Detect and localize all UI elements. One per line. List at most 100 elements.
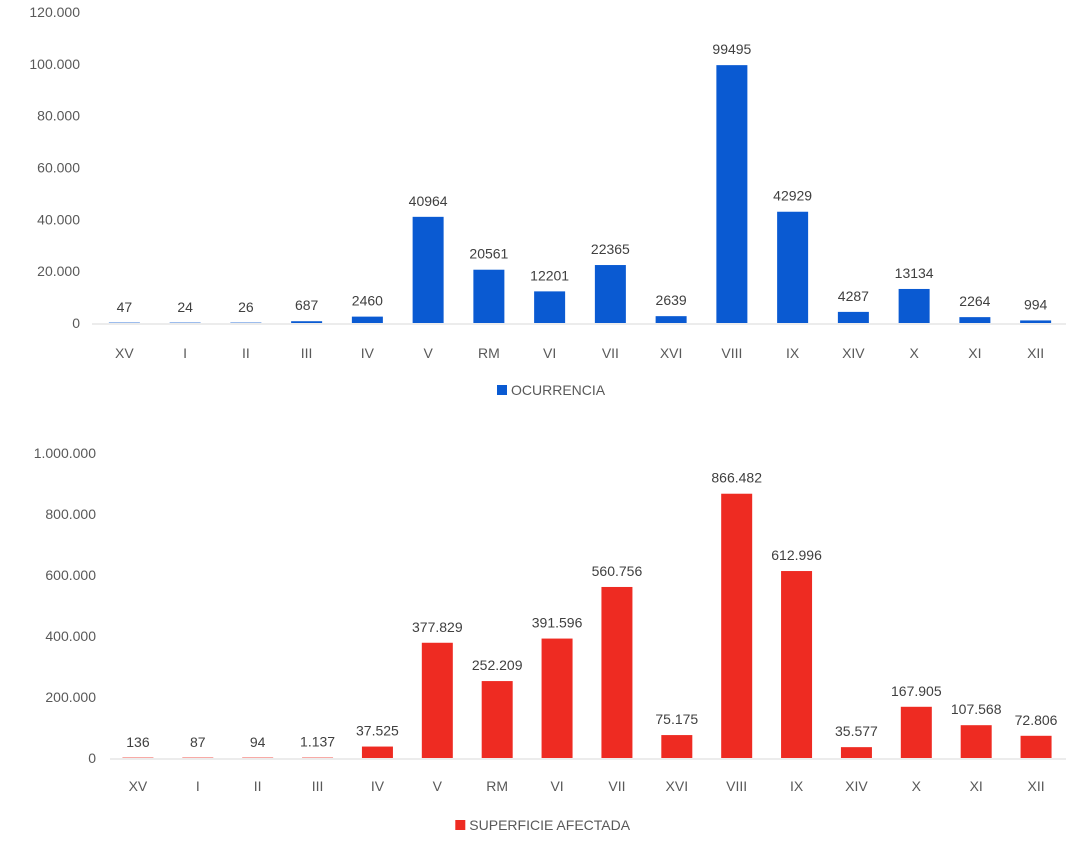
data-label: 42929 (773, 188, 812, 204)
y-tick-label: 100.000 (29, 56, 80, 72)
bar (352, 317, 383, 323)
bar (482, 681, 513, 758)
bar (413, 217, 444, 323)
data-label: 107.568 (951, 701, 1002, 717)
category-label: VI (543, 345, 556, 361)
data-label: 136 (126, 734, 150, 750)
data-label: 75.175 (655, 711, 698, 727)
bar (542, 639, 573, 758)
superficie-afectada-chart: 0200.000400.000600.000800.0001.000.00013… (34, 445, 1066, 833)
bar (473, 270, 504, 323)
category-label: XV (129, 778, 148, 794)
data-label: 24 (177, 299, 193, 315)
data-label: 37.525 (356, 723, 399, 739)
category-label: III (312, 778, 324, 794)
y-tick-label: 0 (72, 315, 80, 331)
bar (781, 571, 812, 758)
data-label: 687 (295, 297, 319, 313)
data-label: 35.577 (835, 723, 878, 739)
y-tick-label: 800.000 (45, 506, 96, 522)
legend-label: OCURRENCIA (511, 382, 606, 398)
y-tick-label: 400.000 (45, 628, 96, 644)
data-label: 391.596 (532, 615, 583, 631)
y-tick-label: 600.000 (45, 567, 96, 583)
category-label: XI (968, 345, 981, 361)
data-label: 20561 (469, 246, 508, 262)
bar (601, 587, 632, 758)
data-label: 2264 (959, 293, 990, 309)
bar (661, 735, 692, 758)
bar (656, 316, 687, 323)
bar (901, 707, 932, 758)
data-label: 994 (1024, 296, 1048, 312)
category-label: IV (361, 345, 375, 361)
bar (362, 747, 393, 758)
data-label: 99495 (712, 41, 751, 57)
data-label: 1.137 (300, 734, 335, 750)
data-label: 377.829 (412, 619, 463, 635)
category-label: XVI (666, 778, 689, 794)
bar (721, 494, 752, 758)
bar (716, 65, 747, 323)
data-label: 2460 (352, 293, 383, 309)
category-label: VI (550, 778, 563, 794)
category-label: XIV (842, 345, 865, 361)
bar (899, 289, 930, 323)
bar (1021, 736, 1052, 758)
data-label: 252.209 (472, 657, 523, 673)
data-label: 26 (238, 299, 254, 315)
category-label: IX (786, 345, 800, 361)
ocurrencia-chart: 020.00040.00060.00080.000100.000120.0004… (29, 4, 1066, 398)
y-tick-label: 200.000 (45, 689, 96, 705)
legend-swatch (497, 385, 507, 395)
data-label: 560.756 (592, 563, 643, 579)
category-label: VIII (721, 345, 742, 361)
category-label: II (254, 778, 262, 794)
legend-swatch (455, 820, 465, 830)
y-tick-label: 60.000 (37, 160, 80, 176)
y-tick-label: 20.000 (37, 263, 80, 279)
category-label: RM (486, 778, 508, 794)
category-label: VII (608, 778, 625, 794)
category-label: X (912, 778, 922, 794)
bar (595, 265, 626, 323)
data-label: 72.806 (1015, 712, 1058, 728)
category-label: I (196, 778, 200, 794)
data-label: 22365 (591, 241, 630, 257)
legend-label: SUPERFICIE AFECTADA (469, 817, 630, 833)
category-label: VII (602, 345, 619, 361)
category-label: XIV (845, 778, 868, 794)
data-label: 94 (250, 734, 266, 750)
bar (291, 321, 322, 323)
category-label: V (423, 345, 433, 361)
category-label: XI (970, 778, 983, 794)
y-tick-label: 40.000 (37, 211, 80, 227)
bar (838, 312, 869, 323)
y-tick-label: 1.000.000 (34, 445, 96, 461)
data-label: 167.905 (891, 683, 942, 699)
category-label: VIII (726, 778, 747, 794)
data-label: 40964 (409, 193, 448, 209)
category-label: X (909, 345, 919, 361)
bar (422, 643, 453, 758)
category-label: XII (1028, 778, 1045, 794)
category-label: II (242, 345, 250, 361)
data-label: 87 (190, 734, 206, 750)
category-label: XVI (660, 345, 683, 361)
bar (841, 747, 872, 758)
data-label: 866.482 (711, 470, 762, 486)
data-label: 612.996 (771, 547, 822, 563)
data-label: 12201 (530, 267, 569, 283)
data-label: 13134 (895, 265, 934, 281)
bar (959, 317, 990, 323)
category-label: IV (371, 778, 385, 794)
data-label: 47 (117, 299, 133, 315)
category-label: V (433, 778, 443, 794)
bar (777, 212, 808, 323)
category-label: I (183, 345, 187, 361)
data-label: 4287 (838, 288, 869, 304)
category-label: XII (1027, 345, 1044, 361)
category-label: XV (115, 345, 134, 361)
category-label: III (301, 345, 313, 361)
